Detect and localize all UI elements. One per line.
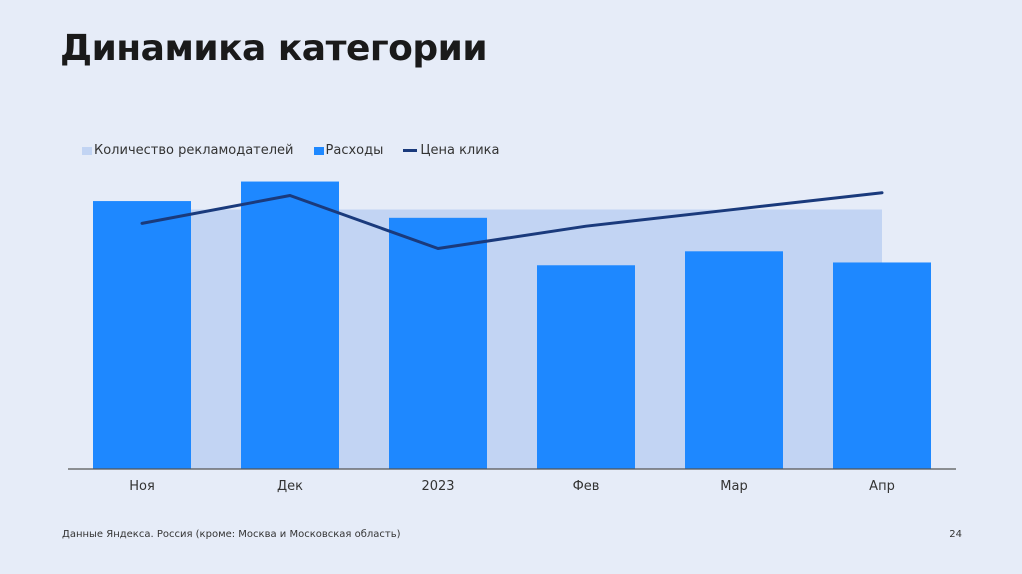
legend-item-expenses: Расходы xyxy=(313,143,384,158)
x-tick-label: 2023 xyxy=(421,479,454,494)
x-tick-labels: Ноя Дек 2023 Фев Мар Апр xyxy=(129,479,895,494)
legend-item-advertisers: Количество рекламодателей xyxy=(82,143,294,158)
expenses-bar xyxy=(389,217,487,469)
click-price-line-layer xyxy=(140,191,884,251)
legend-swatch-expenses xyxy=(313,146,324,155)
expenses-bar xyxy=(833,262,931,469)
legend-swatch-click-price xyxy=(403,149,418,152)
expenses-bar xyxy=(537,265,635,469)
legend-item-click-price: Цена клика xyxy=(403,143,500,158)
source-note: Данные Яндекса. Россия (кроме: Москва и … xyxy=(62,529,401,540)
x-tick-label: Ноя xyxy=(129,479,155,494)
click-price-line xyxy=(140,191,884,251)
page-number: 24 xyxy=(949,529,962,540)
expenses-bar xyxy=(241,181,339,469)
legend-label-click-price: Цена клика xyxy=(420,143,500,158)
legend-label-advertisers: Количество рекламодателей xyxy=(94,143,294,158)
x-tick-label: Фев xyxy=(573,479,600,494)
x-tick-label: Апр xyxy=(869,479,895,494)
expenses-bar xyxy=(93,201,191,469)
legend-swatch-advertisers xyxy=(82,146,92,155)
x-tick-label: Дек xyxy=(277,479,303,494)
x-tick-label: Мар xyxy=(720,479,747,494)
chart-legend: Количество рекламодателей Расходы Цена к… xyxy=(82,143,520,158)
expenses-bar xyxy=(685,251,783,469)
expenses-bars-layer xyxy=(93,181,931,469)
legend-label-expenses: Расходы xyxy=(325,143,384,158)
page-title: Динамика категории xyxy=(60,28,488,69)
